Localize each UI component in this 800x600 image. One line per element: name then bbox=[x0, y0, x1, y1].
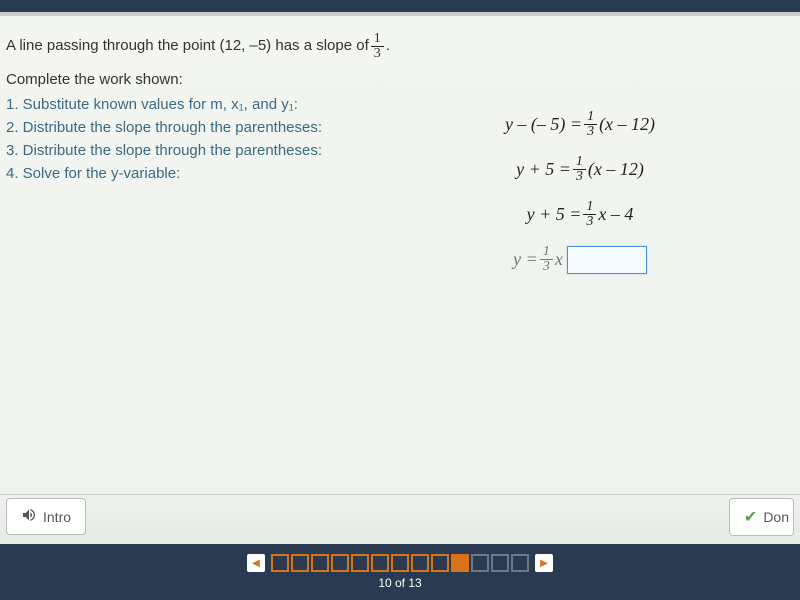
bottom-bar: Intro ✔ Don ◀ ▶ 10 of 13 bbox=[0, 494, 800, 600]
nav-footer: ◀ ▶ 10 of 13 bbox=[0, 544, 800, 600]
equation-1: y – (– 5) = 1 3 (x – 12) bbox=[430, 110, 730, 139]
nav-square-5[interactable] bbox=[351, 554, 369, 572]
header-bar bbox=[0, 0, 800, 16]
equation-2: y + 5 = 1 3 (x – 12) bbox=[430, 155, 730, 184]
done-label: Don bbox=[763, 509, 789, 525]
nav-square-7[interactable] bbox=[391, 554, 409, 572]
eq4-mid: x bbox=[555, 249, 563, 270]
eq2-rhs: (x – 12) bbox=[588, 159, 644, 180]
eq1-lhs: y – (– 5) = bbox=[505, 114, 582, 135]
nav-square-11[interactable] bbox=[471, 554, 489, 572]
eq4-lhs: y = bbox=[513, 249, 538, 270]
eq4-fraction: 1 3 bbox=[540, 245, 553, 274]
nav-square-8[interactable] bbox=[411, 554, 429, 572]
eq2-fraction: 1 3 bbox=[573, 155, 586, 184]
subheading: Complete the work shown: bbox=[6, 71, 794, 88]
eq1-fraction: 1 3 bbox=[584, 110, 597, 139]
eq3-fraction: 1 3 bbox=[583, 200, 596, 229]
eq3-lhs: y + 5 = bbox=[527, 204, 582, 225]
nav-label: 10 of 13 bbox=[378, 576, 421, 590]
nav-square-6[interactable] bbox=[371, 554, 389, 572]
nav-square-12[interactable] bbox=[491, 554, 509, 572]
slope-numerator: 1 bbox=[371, 32, 384, 47]
problem-statement: A line passing through the point (12, –5… bbox=[6, 32, 794, 61]
nav-square-3[interactable] bbox=[311, 554, 329, 572]
problem-suffix: . bbox=[386, 35, 390, 58]
intro-button[interactable]: Intro bbox=[6, 498, 86, 535]
answer-input[interactable] bbox=[567, 246, 647, 274]
check-icon: ✔ bbox=[744, 507, 757, 527]
eq1-rhs: (x – 12) bbox=[599, 114, 655, 135]
nav-square-1[interactable] bbox=[271, 554, 289, 572]
done-button[interactable]: ✔ Don bbox=[729, 498, 794, 536]
slope-fraction: 1 3 bbox=[371, 32, 384, 61]
eq2-lhs: y + 5 = bbox=[516, 159, 571, 180]
equation-4: y = 1 3 x bbox=[430, 245, 730, 274]
eq3-rhs: x – 4 bbox=[598, 204, 633, 225]
nav-squares: ◀ ▶ bbox=[243, 554, 557, 572]
problem-prefix: A line passing through the point (12, –5… bbox=[6, 35, 369, 58]
intro-label: Intro bbox=[43, 509, 71, 525]
nav-square-9[interactable] bbox=[431, 554, 449, 572]
nav-square-13[interactable] bbox=[511, 554, 529, 572]
speaker-icon bbox=[21, 507, 37, 526]
nav-square-2[interactable] bbox=[291, 554, 309, 572]
equation-3: y + 5 = 1 3 x – 4 bbox=[430, 200, 730, 229]
nav-square-4[interactable] bbox=[331, 554, 349, 572]
button-row: Intro ✔ Don bbox=[0, 494, 800, 544]
slope-denominator: 3 bbox=[371, 47, 384, 61]
nav-prev-button[interactable]: ◀ bbox=[247, 554, 265, 572]
equations-column: y – (– 5) = 1 3 (x – 12) y + 5 = 1 3 (x … bbox=[430, 94, 730, 290]
content-area: A line passing through the point (12, –5… bbox=[0, 16, 800, 514]
nav-square-10[interactable] bbox=[451, 554, 469, 572]
nav-next-button[interactable]: ▶ bbox=[535, 554, 553, 572]
